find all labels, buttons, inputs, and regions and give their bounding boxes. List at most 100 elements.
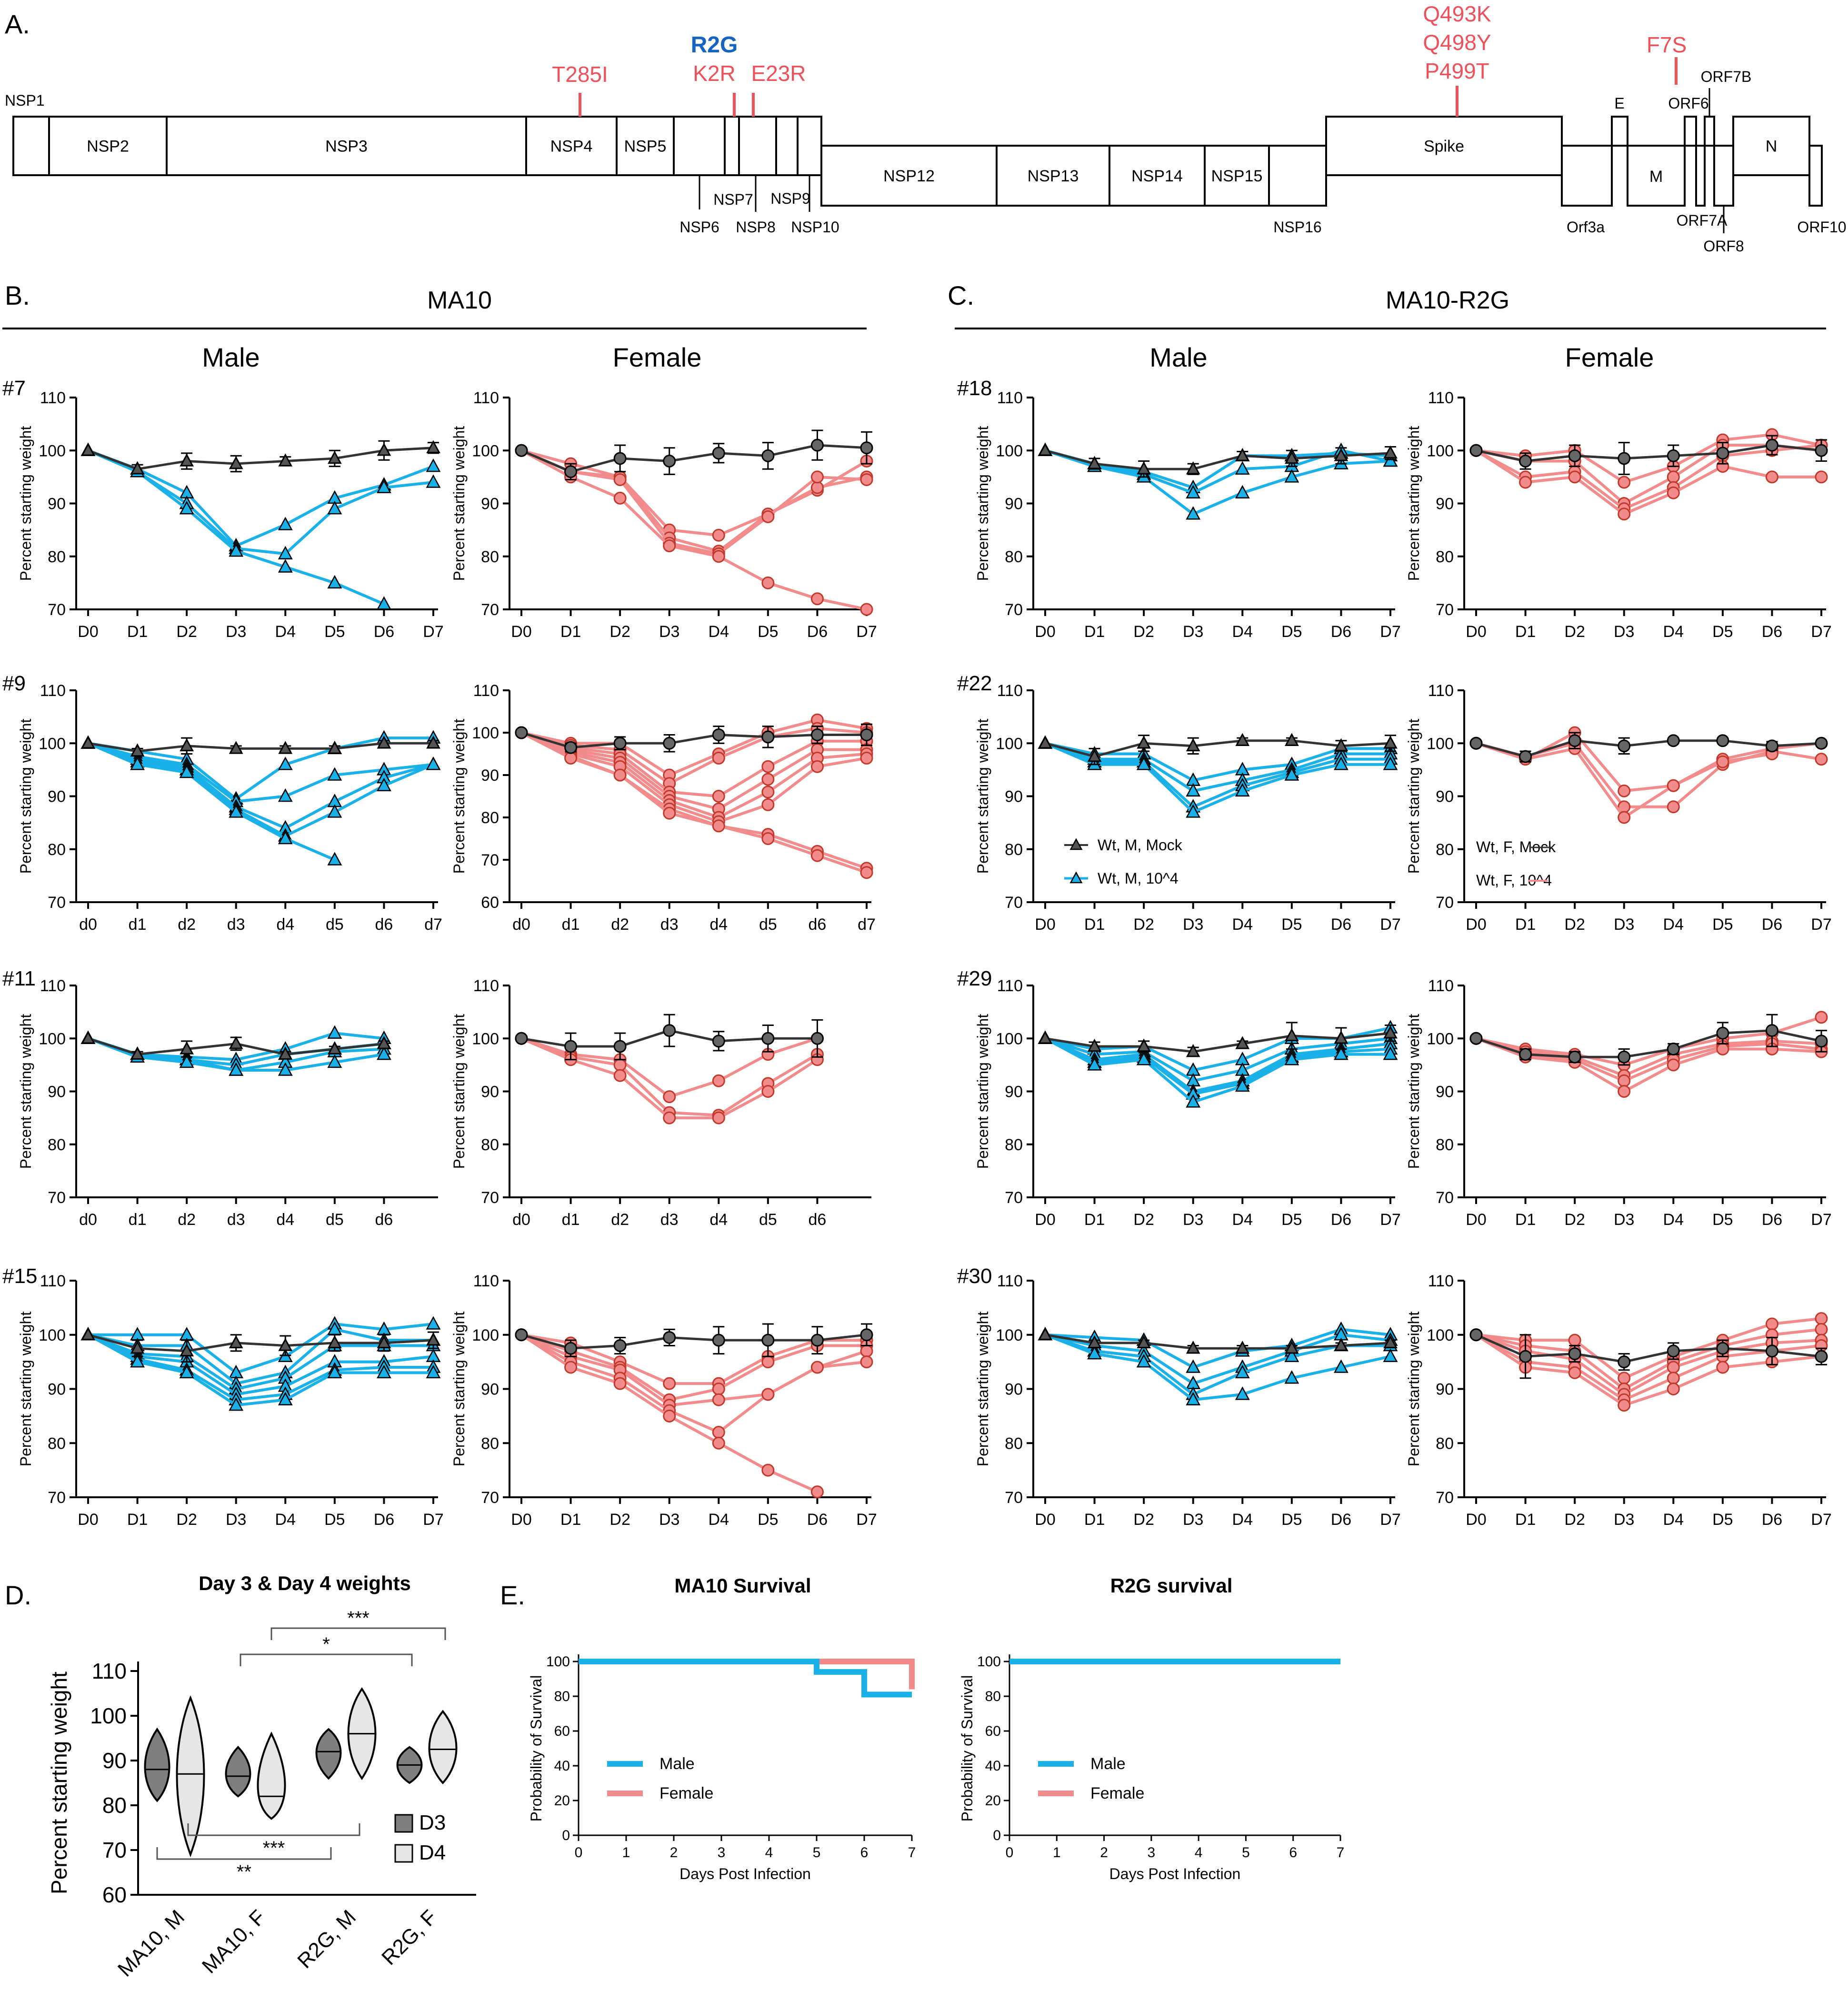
y-tick-label: 110 [1428,1272,1454,1290]
y-tick-label: 110 [92,1659,127,1683]
x-tick-label: D7 [423,623,443,641]
x-tick-label: 4 [765,1845,773,1861]
mouse-label: #9 [2,672,26,695]
x-tick-label: d6 [809,1211,827,1229]
mock-point [1618,452,1631,465]
nsp7-box [724,116,740,176]
x-tick-label: 0 [575,1845,583,1861]
series-line [521,731,867,798]
nsp8-box [738,116,777,176]
mock-point [1618,1355,1631,1369]
series-line [1475,1037,1822,1093]
data-point [1618,784,1631,797]
y-axis-title: Percent starting weight [1405,426,1422,581]
nsp10-box [797,116,822,176]
y-tick-label: 80 [985,1689,1001,1704]
mock-point [1519,750,1532,763]
y-axis-title: Percent starting weight [450,1014,468,1169]
mock-point [663,736,676,750]
data-point [1568,470,1581,484]
x-tick-label: D6 [1762,1211,1782,1229]
mock-point [761,1333,775,1347]
nsp16-label: NSP16 [1273,219,1321,236]
data-point [761,1085,775,1098]
x-tick-label: D7 [1811,1511,1831,1529]
data-point [1186,1392,1201,1405]
significance-bracket [240,1653,413,1666]
data-point [761,798,775,811]
y-tick-label: 100 [39,1030,66,1048]
mock-point [1568,734,1581,747]
y-tick-label: 70 [481,851,499,869]
orf8-box [1713,145,1734,207]
y-tick-label: 70 [1005,1489,1023,1507]
data-point [130,756,145,770]
y-tick-label: 110 [997,389,1023,407]
nsp7-label: NSP7 [713,191,753,208]
data-point [1284,767,1299,781]
data-point [278,1062,293,1076]
legend-label: Female [1090,1784,1144,1802]
data-point [1716,1043,1729,1055]
x-tick-label: D1 [127,1511,148,1529]
x-tick-label: 4 [1195,1845,1203,1861]
x-tick-label: D6 [374,1511,394,1529]
x-tick-label: D4 [1663,1211,1684,1229]
series-line [87,1333,433,1402]
data-point [377,596,391,610]
x-tick-label: d7 [858,915,876,934]
y-axis-title: Percent starting weight [974,1312,991,1467]
mock-line [1045,449,1391,470]
n-label: N [1766,138,1778,156]
mock-point [81,736,95,749]
y-tick-label: 90 [1005,1381,1023,1399]
mock-point [1284,450,1299,464]
data-point [1235,1364,1250,1379]
violin-d4 [176,1695,205,1858]
legend-marker [1069,871,1083,884]
mock-point [1568,1347,1581,1361]
mock-point [180,1343,194,1357]
mock-point [810,438,824,452]
mock-point [1519,1350,1532,1363]
mutation-label: E23R [751,61,806,86]
y-axis-title: Percent starting weight [1405,1014,1422,1169]
nsp1-label: NSP1 [5,92,45,109]
nsp3-label: NSP3 [325,138,368,156]
spike-label: Spike [1424,138,1464,156]
data-point [860,1344,873,1358]
y-tick-label: 70 [481,601,499,619]
x-tick-label: d1 [129,915,147,934]
y-tick-label: 70 [1436,1189,1454,1207]
x-tick-label: D0 [1466,1211,1486,1229]
data-point [1136,1052,1151,1065]
mock-point [1568,1050,1581,1064]
mock-point [1716,447,1729,460]
x-tick-label: D5 [758,623,778,641]
x-tick-label: D6 [1331,1511,1351,1529]
mock-point [1667,1344,1680,1358]
mock-point [327,1335,342,1349]
x-tick-label: D4 [1663,915,1684,934]
data-point [761,1388,775,1401]
y-tick-label: 100 [546,1654,570,1670]
x-tick-label: D5 [324,1511,345,1529]
mock-point [1667,449,1680,462]
y-tick-label: 80 [481,1136,499,1154]
nsp6-label: NSP6 [679,219,719,236]
nsp3-box [166,116,527,176]
mock-point [1038,736,1052,749]
series-line [520,731,867,819]
y-tick-label: 90 [481,495,499,513]
legend-label: Wt, M, Mock [1098,836,1183,854]
x-tick-label: D0 [1466,1511,1486,1529]
mock-point [1469,444,1483,457]
legend-label: Female [659,1784,713,1802]
x-tick-label: d3 [660,915,679,934]
mock-point [1716,1026,1729,1040]
nsp13-box [996,145,1110,207]
nsp9-box [775,116,799,176]
y-tick-label: 80 [481,809,499,827]
data-point [1235,783,1250,797]
